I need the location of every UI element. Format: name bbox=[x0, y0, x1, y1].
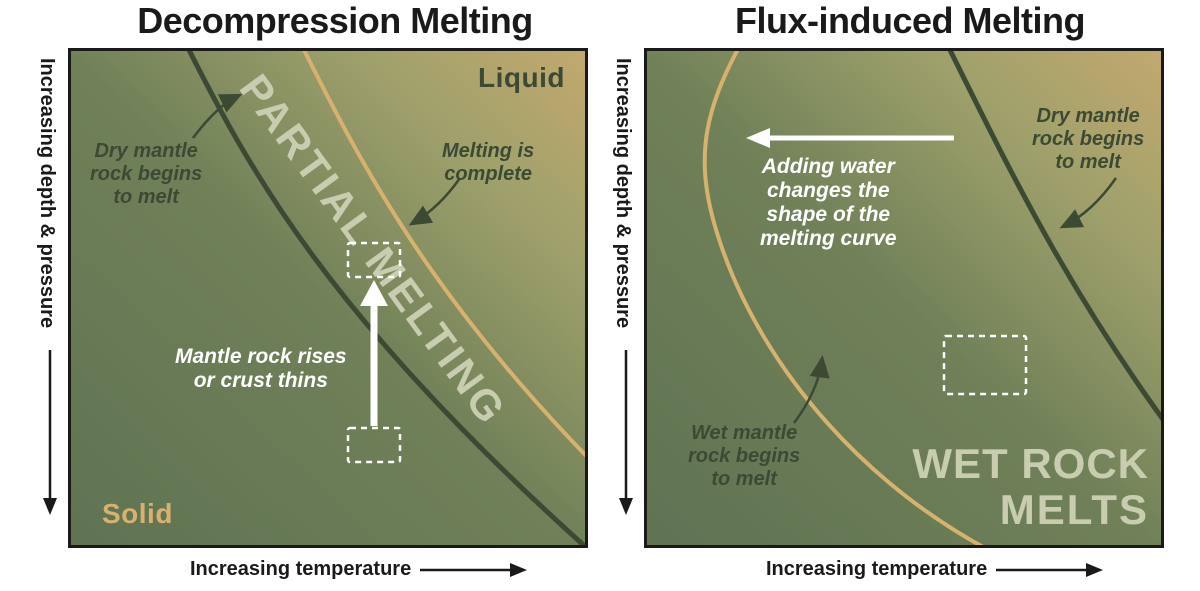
y-axis-label-b: Increasing depth & pressure bbox=[611, 58, 634, 328]
region-liquid-label: Liquid bbox=[478, 62, 565, 94]
anno-wet-begins: Wet mantle rock begins to melt bbox=[688, 422, 800, 491]
anno-rises: Mantle rock rises or crust thins bbox=[175, 345, 347, 393]
anno-dry-begins-a: Dry mantle rock begins to melt bbox=[90, 140, 202, 209]
region-wet-melts-line2: MELTS bbox=[1000, 486, 1149, 533]
anno-adding-water: Adding water changes the shape of the me… bbox=[760, 155, 897, 252]
panel-b-title: Flux-induced Melting bbox=[650, 0, 1170, 42]
region-solid-label: Solid bbox=[102, 498, 173, 530]
anno-melting-complete: Melting is complete bbox=[442, 140, 534, 186]
y-axis-label-a: Increasing depth & pressure bbox=[35, 58, 58, 328]
x-axis-label-a: Increasing temperature bbox=[190, 558, 411, 581]
x-axis-label-b: Increasing temperature bbox=[766, 558, 987, 581]
anno-dry-begins-b: Dry mantle rock begins to melt bbox=[1032, 105, 1144, 174]
y-axis-arrow-a bbox=[40, 350, 60, 520]
x-axis-arrow-a bbox=[420, 560, 530, 580]
region-wet-melts-line1: WET ROCK bbox=[912, 440, 1149, 487]
panel-a-title: Decompression Melting bbox=[75, 0, 595, 42]
x-axis-arrow-b bbox=[996, 560, 1106, 580]
panel-a-chart: PARTIAL MELTING bbox=[68, 48, 588, 548]
y-axis-arrow-b bbox=[616, 350, 636, 520]
